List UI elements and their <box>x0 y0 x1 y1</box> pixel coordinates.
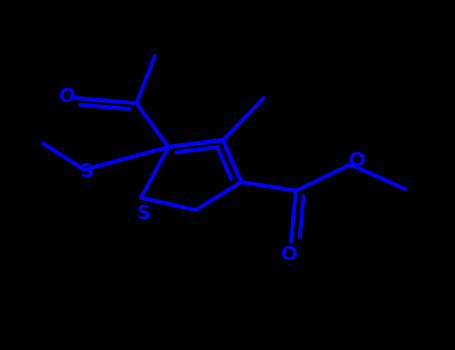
Text: O: O <box>281 245 297 264</box>
Text: O: O <box>349 152 365 170</box>
Text: S: S <box>80 162 93 181</box>
Text: O: O <box>59 87 75 106</box>
Text: S: S <box>136 204 150 223</box>
